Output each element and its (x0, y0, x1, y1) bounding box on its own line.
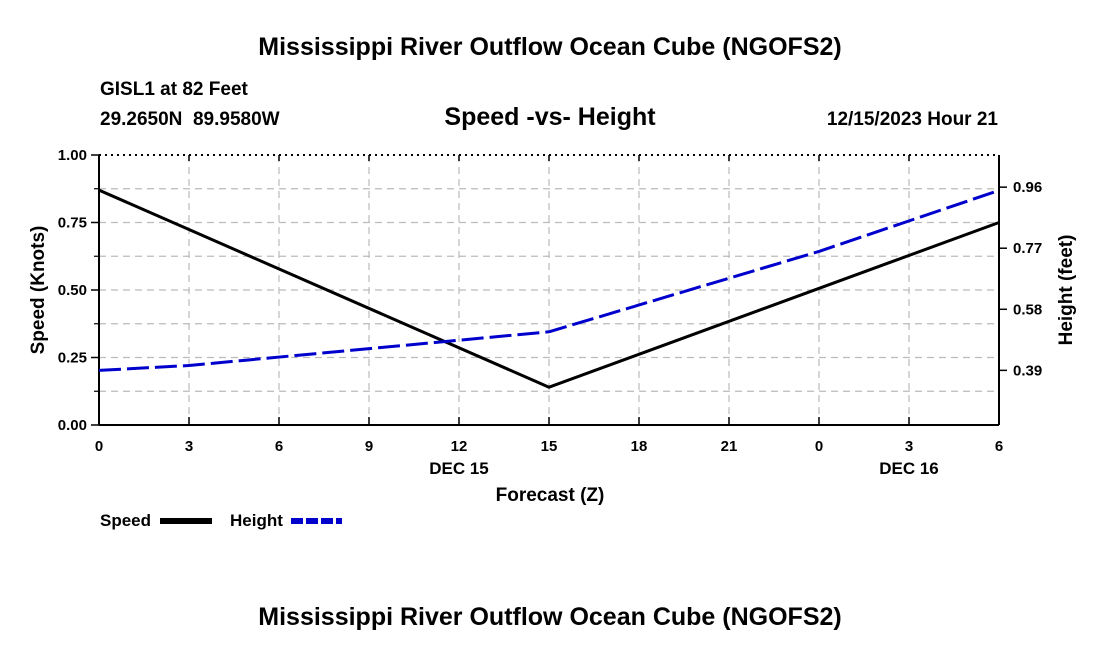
height-series-line (98, 188, 1000, 372)
y-tick-label: 1.00 (58, 147, 87, 164)
x-tick-label: 21 (721, 438, 738, 455)
speed-series-line (98, 188, 1000, 389)
date-label: DEC 16 (879, 459, 939, 478)
series (98, 188, 1000, 389)
main-title: Mississippi River Outflow Ocean Cube (NG… (258, 33, 841, 61)
x-tick-label: 3 (905, 438, 913, 455)
x-tick-label: 12 (451, 438, 468, 455)
y-tick-label: 0.25 (58, 350, 87, 367)
plot-title: Speed -vs- Height (444, 103, 656, 131)
station-label: GISL1 at 82 Feet (100, 79, 249, 100)
y-tick-label: 0.00 (58, 417, 87, 434)
x-tick-label: 18 (631, 438, 648, 455)
x-tick-label: 0 (815, 438, 823, 455)
x-tick-label: 0 (95, 438, 103, 455)
x-tick-label: 15 (541, 438, 558, 455)
axes (91, 154, 1007, 426)
x-tick-label: 9 (365, 438, 373, 455)
legend-speed-label: Speed (100, 511, 151, 530)
y2-tick-label: 0.96 (1013, 179, 1042, 196)
legend: Speed Height (100, 511, 342, 530)
coordinates-label: 29.2650N 89.9580W (100, 109, 280, 130)
axis-labels: 0 3 6 9 12 15 18 21 0 3 6 DEC 15 DEC 16 1.00 0.75 0.50 0… (58, 147, 1042, 478)
datetime-label: 12/15/2023 Hour 21 (827, 109, 999, 130)
y2-tick-label: 0.39 (1013, 362, 1042, 379)
y2-tick-label: 0.58 (1013, 301, 1042, 318)
footer-title: Mississippi River Outflow Ocean Cube (NG… (258, 603, 841, 631)
y-tick-label: 0.50 (58, 282, 87, 299)
x-tick-label: 3 (185, 438, 193, 455)
x-tick-label: 6 (995, 438, 1003, 455)
y2-tick-label: 0.77 (1013, 240, 1042, 257)
y-axis-title: Speed (Knots) (28, 226, 49, 355)
y2-axis-title: Height (feet) (1056, 235, 1077, 346)
x-axis-title: Forecast (Z) (496, 485, 605, 506)
grid (99, 155, 999, 425)
x-tick-label: 6 (275, 438, 283, 455)
y-tick-label: 0.75 (58, 215, 87, 232)
date-label: DEC 15 (429, 459, 489, 478)
legend-height-label: Height (230, 511, 283, 530)
